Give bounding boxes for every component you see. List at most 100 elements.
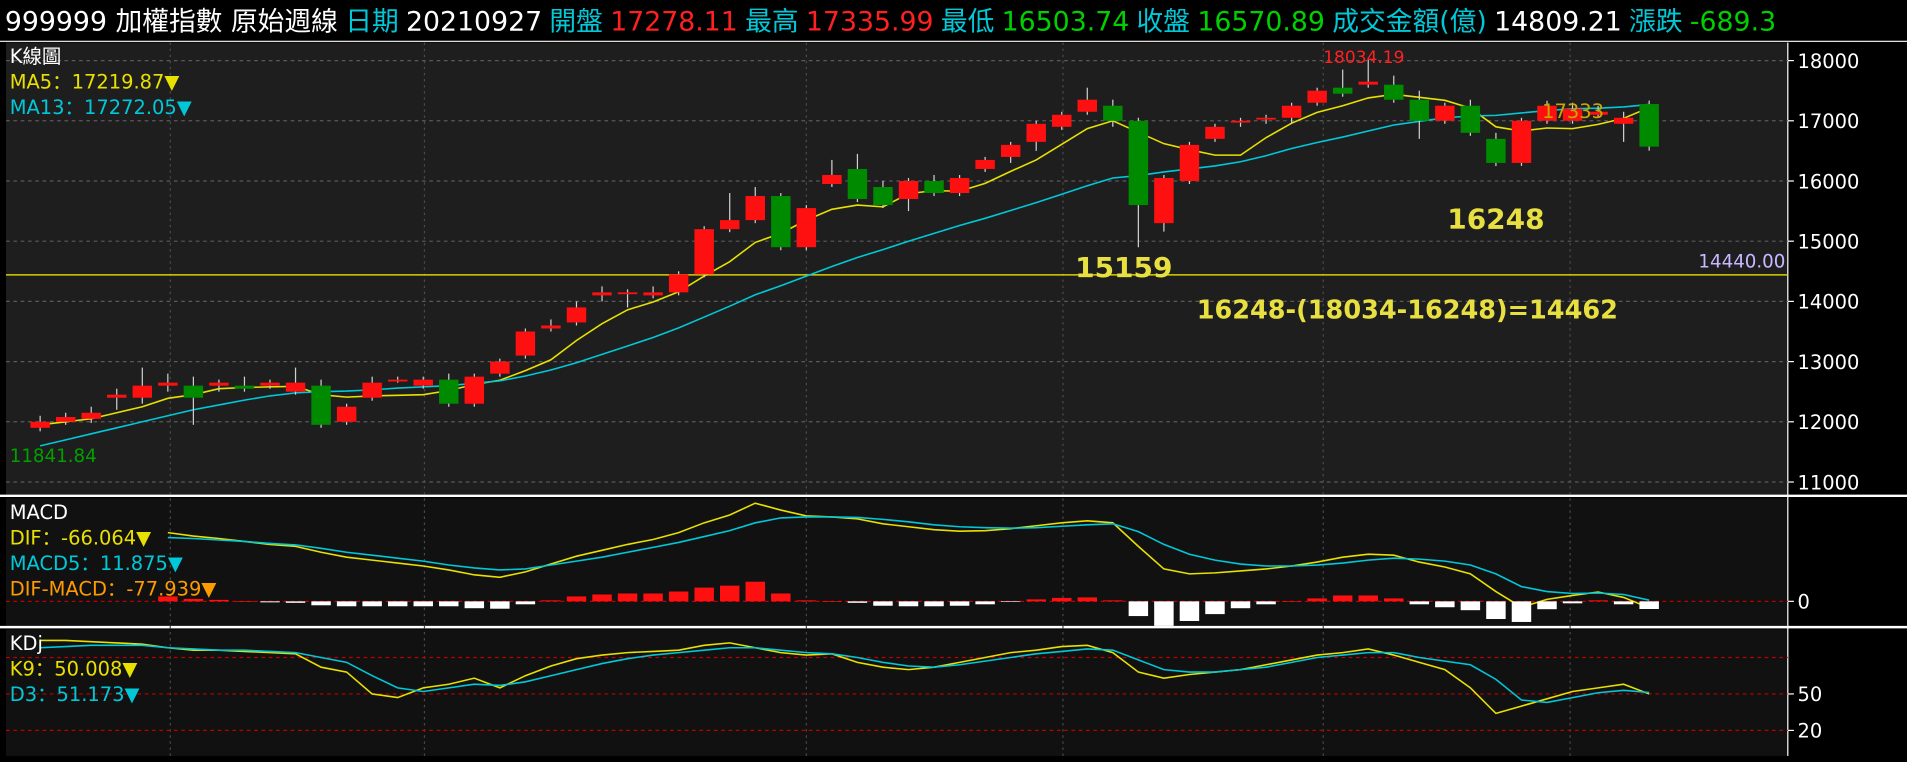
candle-body: [745, 196, 765, 221]
annotation: 16248-(18034-16248)=14462: [1197, 295, 1618, 325]
candle-body: [668, 274, 689, 293]
histogram-bar: [1639, 601, 1659, 609]
series-line: [167, 516, 1650, 601]
histogram-bar: [1205, 601, 1225, 615]
histogram-bar: [924, 601, 944, 607]
header-item: 17278.11: [610, 6, 738, 37]
candle-body: [260, 382, 280, 386]
horizontal-line-label: 14440.00: [1698, 252, 1785, 273]
candle-body: [847, 168, 868, 200]
y-tick-label: 18000: [1798, 50, 1860, 73]
legend-entry: MA5：17219.87▼: [10, 71, 180, 94]
candle-body: [771, 196, 791, 248]
candle-body: [1460, 105, 1481, 133]
kd-panel: [6, 629, 1788, 756]
candle-body: [413, 379, 433, 386]
histogram-bar: [719, 585, 740, 602]
candle-body: [209, 382, 229, 386]
histogram-bar: [1179, 601, 1200, 621]
candle-body: [1103, 105, 1123, 121]
candle-body: [515, 331, 536, 356]
histogram-bar: [1000, 601, 1021, 602]
candle-body: [822, 174, 842, 185]
header-item: 開盤: [549, 6, 602, 37]
panel-title: MACD: [10, 501, 68, 524]
histogram-bar: [617, 593, 638, 602]
histogram-bar: [311, 601, 331, 606]
histogram-bar: [158, 596, 178, 602]
candle-body: [490, 361, 510, 374]
price-panel: [6, 42, 1788, 495]
annotation: 16248: [1447, 202, 1544, 235]
legend-entry: DIF：-66.064▼: [10, 526, 151, 549]
histogram-bar: [1562, 601, 1583, 604]
candle-body: [643, 292, 663, 296]
candle-body: [924, 180, 944, 194]
header-item: 最低: [941, 6, 994, 37]
histogram-bar: [1154, 601, 1174, 626]
candle-body: [1179, 144, 1200, 181]
candle-body: [1052, 114, 1072, 127]
histogram-bar: [1613, 601, 1634, 605]
candle-body: [949, 177, 970, 194]
candle-body: [873, 187, 893, 206]
candle-body: [362, 382, 382, 398]
candle-body: [1358, 81, 1378, 85]
legend-entry: DIF-MACD：-77.939▼: [10, 578, 217, 601]
legend-entry: MA13：17272.05▼: [10, 96, 192, 119]
histogram-bar: [1026, 599, 1046, 602]
candle-body: [1562, 108, 1583, 121]
histogram-bar: [183, 598, 204, 602]
histogram-bar: [975, 601, 995, 605]
candle-body: [1639, 104, 1659, 147]
histogram-bar: [592, 594, 612, 602]
candle-body: [132, 385, 153, 398]
histogram-bar: [847, 601, 868, 603]
annotation: 11841.84: [10, 446, 97, 467]
candle-body: [1409, 99, 1430, 121]
candle-body: [234, 385, 255, 389]
histogram-bar: [566, 596, 587, 602]
y-tick-label: 16000: [1798, 170, 1860, 193]
header-item: 14809.21: [1494, 6, 1622, 37]
header-item: 20210927: [406, 6, 542, 37]
histogram-bar: [234, 601, 255, 602]
panel-title: K線圖: [10, 45, 62, 68]
y-tick-label: 17000: [1798, 110, 1860, 133]
candle-body: [1128, 120, 1149, 206]
histogram-bar: [490, 601, 510, 609]
histogram-bar: [387, 601, 408, 607]
histogram-bar: [771, 593, 791, 602]
candle-body: [975, 159, 995, 169]
y-tick-label: 12000: [1798, 411, 1860, 434]
y-tick-label: 50: [1798, 683, 1823, 706]
histogram-bar: [362, 601, 382, 607]
histogram-bar: [1128, 601, 1149, 617]
candle-body: [1588, 111, 1608, 115]
annotation: 17333: [1542, 100, 1604, 123]
histogram-bar: [336, 601, 357, 607]
header-item: 16503.74: [1002, 6, 1130, 37]
histogram-bar: [694, 587, 714, 602]
candle-body: [541, 325, 561, 329]
y-tick-label: 11000: [1798, 471, 1860, 494]
candle-body: [1154, 177, 1174, 224]
candle-body: [464, 376, 485, 404]
y-tick-label: 20: [1798, 720, 1823, 743]
candle-body: [1307, 90, 1327, 103]
y-tick-label: 14000: [1798, 291, 1860, 314]
candle-body: [1384, 84, 1404, 100]
histogram-bar: [1486, 601, 1506, 620]
histogram-bar: [1103, 600, 1123, 602]
histogram-bar: [1281, 601, 1302, 602]
series-line: [39, 103, 1650, 447]
candle-body: [158, 382, 178, 386]
header-item: 999999 加權指數 原始週線: [5, 6, 338, 37]
candle-body: [1511, 120, 1532, 163]
histogram-bar: [1384, 598, 1404, 602]
candle-body: [55, 416, 76, 422]
legend-entry: MACD5：11.875▼: [10, 552, 183, 575]
header-item: 最高: [745, 6, 798, 37]
candle-body: [1026, 123, 1046, 142]
